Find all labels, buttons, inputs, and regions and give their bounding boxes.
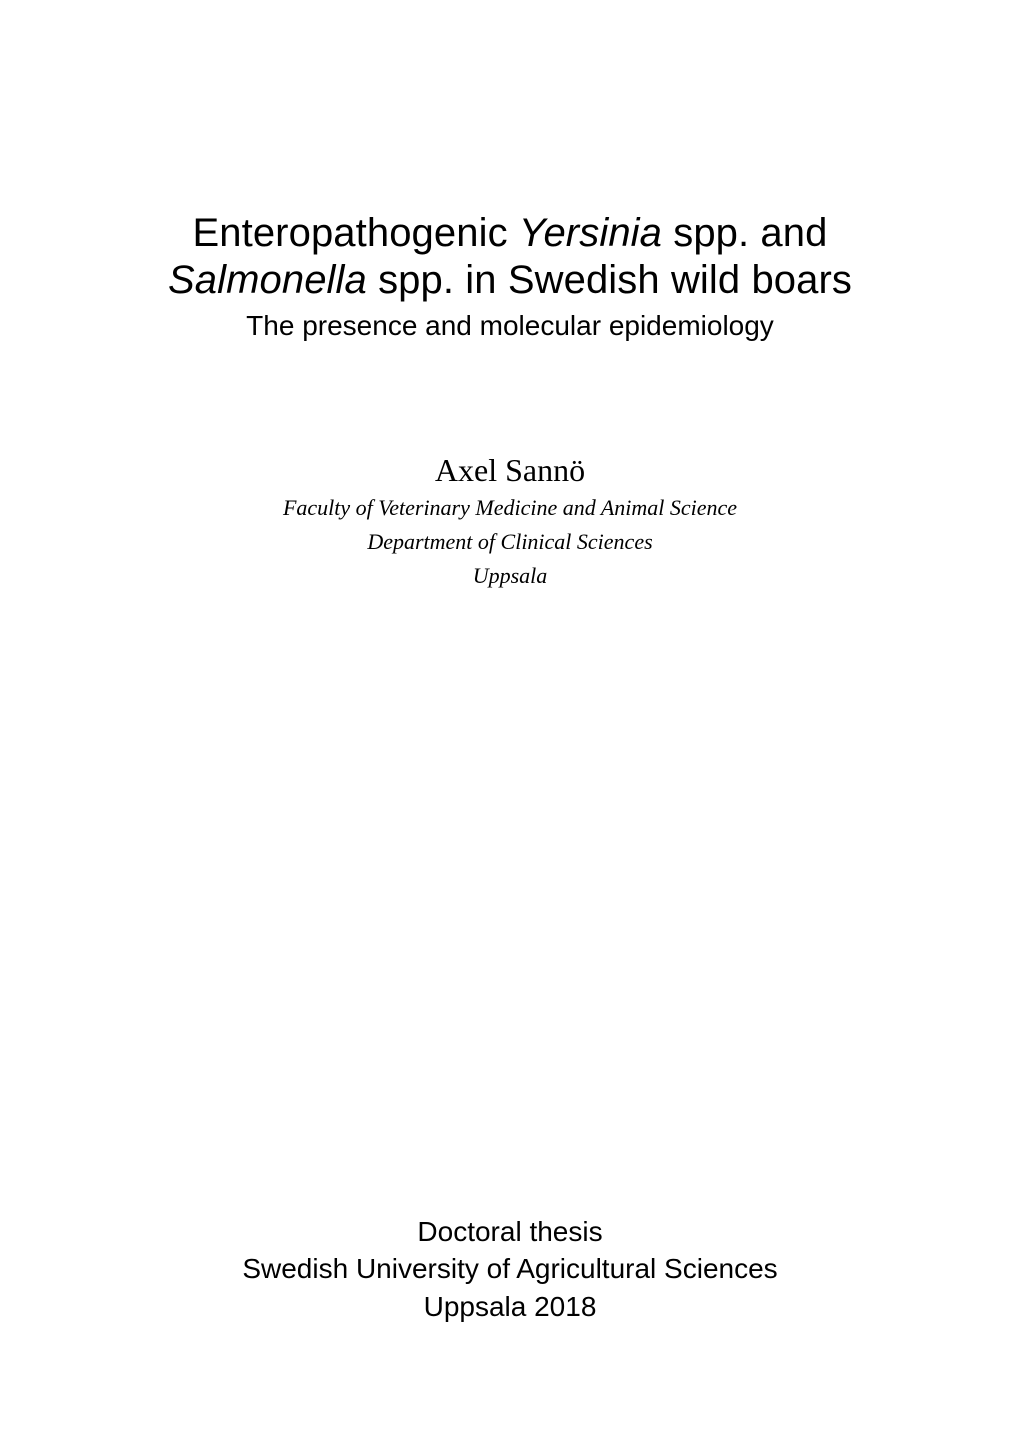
footer-line-2: Swedish University of Agricultural Scien…: [0, 1250, 1020, 1288]
footer-block: Doctoral thesis Swedish University of Ag…: [0, 1213, 1020, 1326]
title-block: Enteropathogenic Yersinia spp. and Salmo…: [118, 210, 902, 342]
title-line1-pre: Enteropathogenic: [193, 211, 519, 255]
author-name: Axel Sannö: [118, 452, 902, 489]
title-line-2: Salmonella spp. in Swedish wild boars: [118, 257, 902, 304]
affiliation-line-2: Department of Clinical Sciences: [118, 527, 902, 557]
title-line2-italic: Salmonella: [168, 258, 367, 302]
title-line1-italic: Yersinia: [519, 211, 662, 255]
author-block: Axel Sannö Faculty of Veterinary Medicin…: [118, 452, 902, 590]
footer-line-1: Doctoral thesis: [0, 1213, 1020, 1251]
title-line-1: Enteropathogenic Yersinia spp. and: [118, 210, 902, 257]
title-page: Enteropathogenic Yersinia spp. and Salmo…: [0, 0, 1020, 1438]
title-line1-post: spp. and: [662, 211, 827, 255]
affiliation-line-1: Faculty of Veterinary Medicine and Anima…: [118, 493, 902, 523]
footer-line-3: Uppsala 2018: [0, 1288, 1020, 1326]
title-line2-post: spp. in Swedish wild boars: [367, 258, 852, 302]
affiliation-line-3: Uppsala: [118, 561, 902, 591]
subtitle: The presence and molecular epidemiology: [118, 310, 902, 342]
